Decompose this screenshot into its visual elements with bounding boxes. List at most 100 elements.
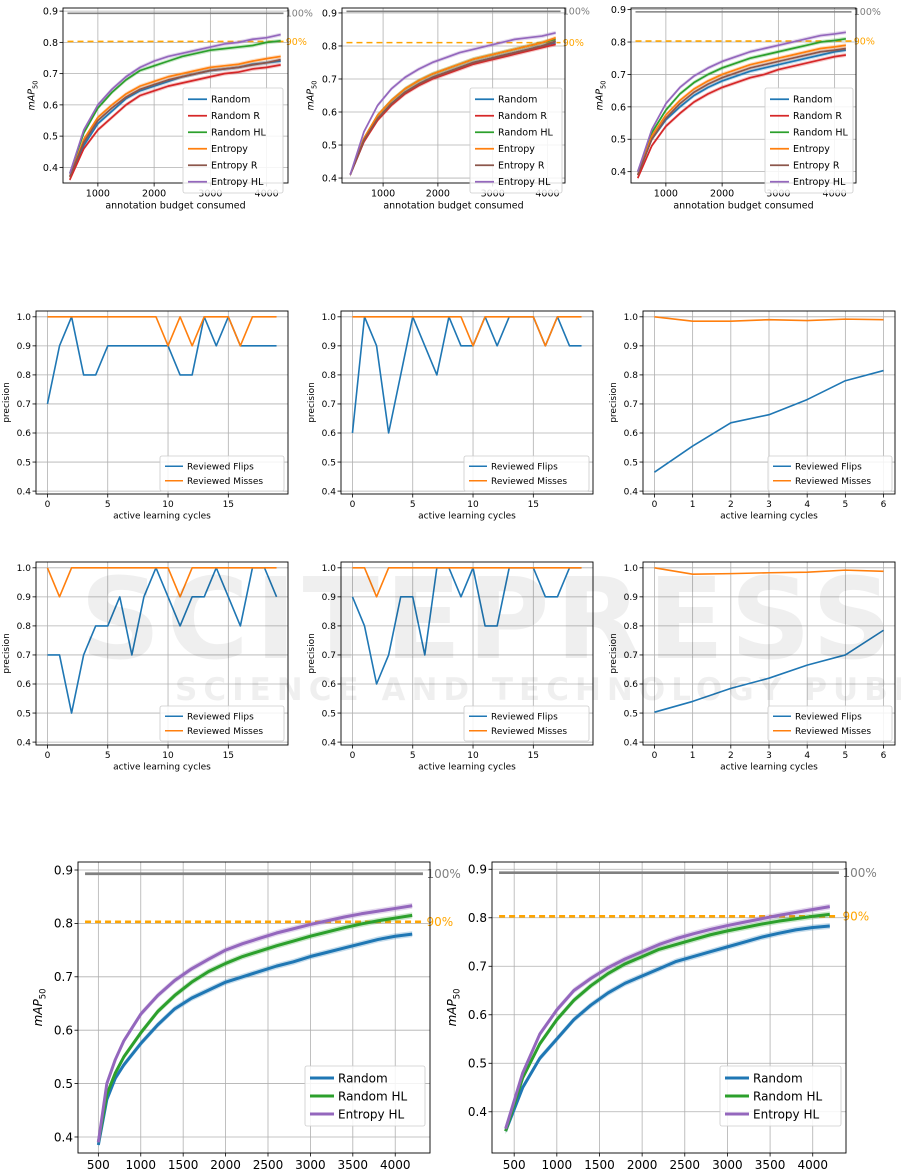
y-tick-label-5: 0.9 <box>624 593 639 603</box>
y-tick-label-5: 0.9 <box>468 863 487 877</box>
series-line-0 <box>504 924 830 1132</box>
axes-frame <box>341 7 566 184</box>
y-axis-label: mAP50 <box>595 81 608 111</box>
legend-box <box>159 705 285 742</box>
legend-box <box>767 705 893 742</box>
y-axis-label: mAP50 <box>27 81 40 111</box>
x-tick-label-3: 4000 <box>535 189 559 200</box>
y-tick-label-4: 0.8 <box>624 371 639 381</box>
x-tick-label-4: 4 <box>804 500 810 510</box>
series-line-1 <box>96 913 413 1143</box>
x-tick-label-1: 1000 <box>125 1158 156 1169</box>
plot-area <box>46 567 278 714</box>
legend-label-0: Reviewed Flips <box>187 712 254 722</box>
plot-area <box>96 902 413 1148</box>
legend-label-0: Reviewed Flips <box>187 462 254 472</box>
legend-label-4: Entropy R <box>211 161 258 172</box>
x-axis-label: active learning cycles <box>720 762 818 772</box>
chart-prec-2: 0 5 10 15 0.4 0.5 0.6 0.7 0.8 0.9 1.0 active learni… <box>307 310 594 521</box>
series-line-0 <box>96 932 413 1146</box>
x-tick-label-0: 1000 <box>371 189 395 200</box>
x-tick-label-5: 3000 <box>712 1158 743 1169</box>
x-tick-label-3: 15 <box>223 751 234 761</box>
y-tick-label-3: 0.7 <box>468 960 487 974</box>
chart-map-5: 100% 90% 500 1000 1500 2000 2500 3000 3500 4000 0.… <box>445 861 877 1169</box>
y-tick-label-3: 0.7 <box>54 970 73 984</box>
ref-label-1: 90% <box>842 910 869 924</box>
legend-label-1: Random R <box>793 111 842 122</box>
legend-label-1: Reviewed Misses <box>491 477 567 487</box>
x-tick-label-0: 0 <box>350 500 356 510</box>
chart-map-1: 100% 90% 1000 2000 3000 4000 0.4 0.5 0.6 0.7 0.8 0.… <box>27 7 313 212</box>
y-tick-label-6: 1.0 <box>17 313 32 323</box>
plot-area <box>351 567 582 685</box>
x-tick-label-4: 4 <box>804 751 810 761</box>
y-axis-label: mAP50 <box>306 81 319 111</box>
ref-label-1: 90% <box>854 36 875 47</box>
legend-label-1: Random HL <box>753 1089 823 1103</box>
y-tick-label-2: 0.6 <box>468 1008 487 1022</box>
plot-area <box>654 316 884 473</box>
legend-label-1: Random R <box>498 111 547 122</box>
series-band-0 <box>98 931 413 1148</box>
legend-box <box>463 705 590 742</box>
x-tick-label-5: 3000 <box>295 1158 326 1169</box>
plot-area <box>351 316 582 434</box>
y-tick-label-5: 0.9 <box>54 863 73 877</box>
series-line-1 <box>68 64 281 181</box>
y-tick-label-2: 0.6 <box>611 102 626 113</box>
y-tick-label-4: 0.8 <box>54 917 73 931</box>
legend: Reviewed Flips Reviewed Misses <box>159 705 285 742</box>
legend: Random Random R Random HL Entropy Entropy R E… <box>469 87 563 194</box>
chart-map-2: 100% 90% 1000 2000 3000 4000 0.4 0.5 0.6 0.7 0.8 0.… <box>306 7 590 212</box>
legend: Reviewed Flips Reviewed Misses <box>767 455 893 492</box>
legend-box <box>767 455 893 492</box>
x-tick-label-2: 10 <box>162 500 174 510</box>
series-line-1 <box>654 567 884 576</box>
y-tick-label-3: 0.7 <box>17 651 31 661</box>
plot-area <box>636 30 846 181</box>
legend: Random Random HL Entropy HL <box>719 1065 842 1127</box>
y-tick-label-1: 0.5 <box>322 140 337 151</box>
x-tick-label-3: 4000 <box>255 189 279 200</box>
y-axis-label: precision <box>609 633 619 674</box>
y-tick-label-0: 0.4 <box>624 738 639 748</box>
legend-label-2: Entropy HL <box>753 1107 819 1121</box>
x-tick-label-6: 6 <box>881 751 887 761</box>
legend: Reviewed Flips Reviewed Misses <box>767 705 893 742</box>
legend: Random Random R Random HL Entropy Entropy R E… <box>182 87 284 194</box>
y-tick-label-1: 0.5 <box>17 709 31 719</box>
y-axis-label: precision <box>609 382 619 423</box>
y-tick-label-5: 0.9 <box>611 5 626 16</box>
y-tick-label-2: 0.6 <box>17 680 32 690</box>
x-axis-label: active learning cycles <box>418 511 516 521</box>
series-line-1 <box>352 316 582 347</box>
series-band-2 <box>350 37 556 177</box>
y-tick-label-4: 0.8 <box>624 622 639 632</box>
y-tick-label-6: 1.0 <box>17 564 32 574</box>
x-tick-label-2: 10 <box>467 500 479 510</box>
x-axis-label: active learning cycles <box>113 511 211 521</box>
series-line-1 <box>349 43 556 176</box>
series-line-4 <box>68 58 281 178</box>
y-tick-label-4: 0.8 <box>322 371 337 381</box>
x-tick-label-0: 0 <box>45 751 51 761</box>
y-tick-label-5: 0.9 <box>624 342 639 352</box>
y-tick-label-3: 0.7 <box>322 74 337 85</box>
legend-label-3: Entropy <box>793 144 830 155</box>
legend-label-1: Reviewed Misses <box>795 727 871 737</box>
plot-area <box>504 903 831 1135</box>
y-tick-label-0: 0.4 <box>624 487 639 497</box>
y-tick-label-1: 0.5 <box>322 709 336 719</box>
y-tick-label-6: 1.0 <box>322 564 337 574</box>
y-tick-label-2: 0.6 <box>322 107 337 118</box>
y-tick-label-1: 0.5 <box>54 1077 73 1091</box>
y-tick-label-5: 0.9 <box>322 593 337 603</box>
legend-box <box>469 87 563 194</box>
y-tick-label-5: 0.9 <box>322 8 337 19</box>
x-tick-label-0: 0 <box>350 751 356 761</box>
y-tick-label-2: 0.6 <box>43 100 58 111</box>
x-tick-label-1: 2000 <box>710 189 734 200</box>
legend-label-1: Random HL <box>338 1089 408 1103</box>
